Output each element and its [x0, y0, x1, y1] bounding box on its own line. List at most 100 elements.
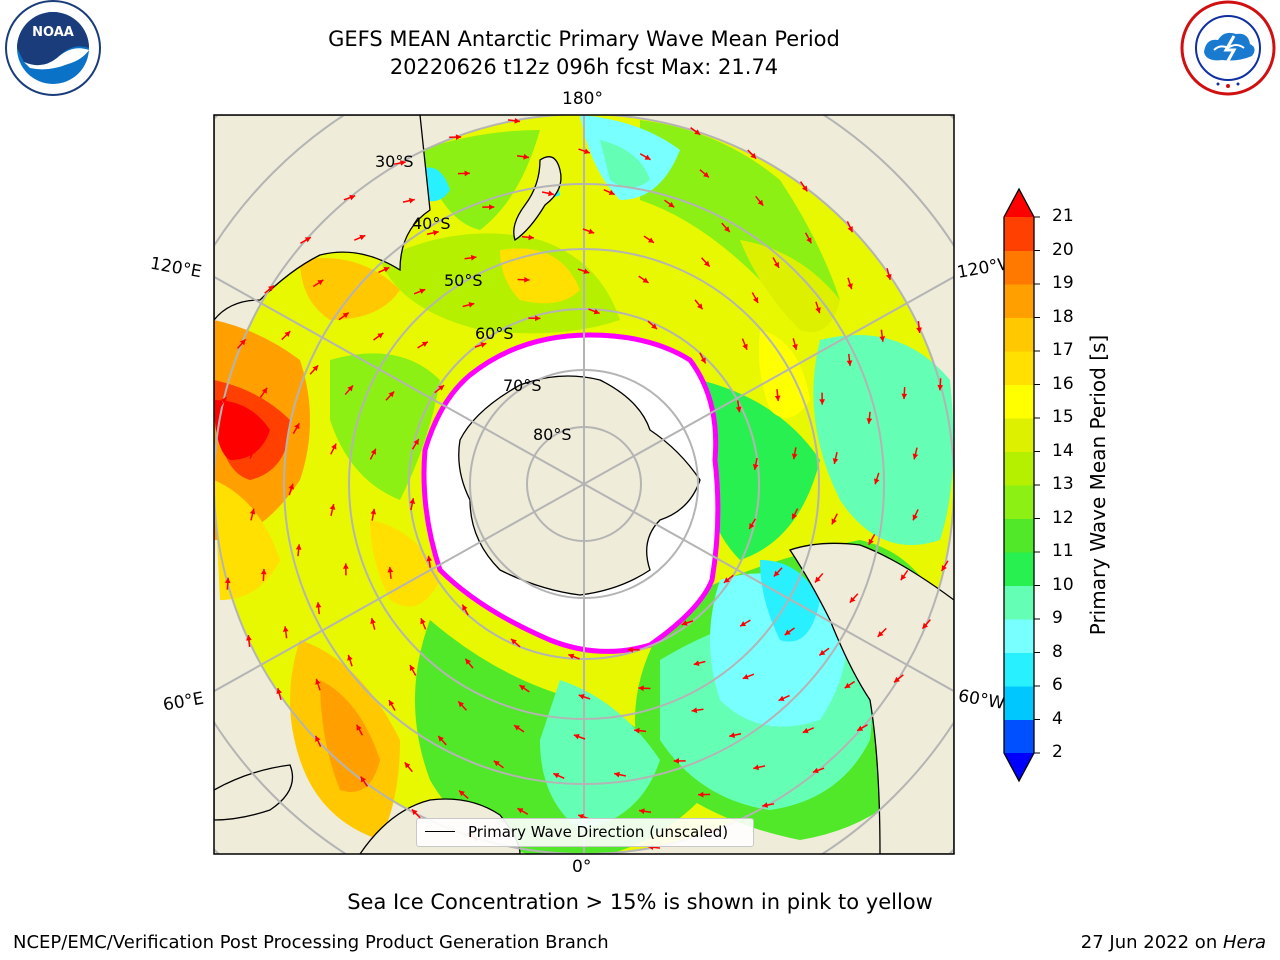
- wave-arrow-head: [432, 230, 439, 236]
- wave-arrow-head: [784, 629, 791, 635]
- lat-label-50s: 50°S: [444, 271, 483, 290]
- wave-arrow-head: [694, 129, 701, 135]
- wave-arrow-head: [753, 296, 759, 303]
- wave-arrow-head: [941, 564, 947, 571]
- colorbar-segment: [1004, 552, 1034, 586]
- colorbar-tick-label: 9: [1052, 608, 1063, 628]
- wave-arrow-head: [583, 268, 590, 274]
- colorbar-segment: [1004, 384, 1034, 419]
- colorbar-tick-label: 14: [1052, 440, 1074, 461]
- map-legend: Primary Wave Direction (unscaled): [416, 818, 754, 847]
- wave-arrow-head: [778, 695, 785, 701]
- wave-arrow-head: [912, 453, 919, 460]
- wave-arrow-head: [638, 685, 644, 692]
- chart-subtitle: 20220626 t12z 096h fcst Max: 21.74: [389, 55, 779, 79]
- wave-arrow-head: [519, 685, 526, 691]
- wave-arrow-head: [912, 514, 918, 521]
- wave-arrow-head: [723, 577, 730, 583]
- wave-arrow-head: [458, 790, 465, 797]
- wave-arrow-head: [329, 504, 336, 510]
- wave-arrow-head: [408, 197, 415, 204]
- lon-label-180: 180°: [562, 89, 603, 109]
- wave-arrow-head: [510, 638, 517, 645]
- colorbar-under-arrow: [1004, 753, 1034, 781]
- wave-arrow-head: [347, 385, 354, 392]
- wave-arrow-head: [524, 276, 530, 283]
- wave-arrow-head: [849, 596, 856, 603]
- wave-arrow-head: [627, 646, 633, 653]
- wave-arrow-head: [681, 620, 688, 626]
- wave-arrow-head: [295, 544, 302, 550]
- wave-arrow-head: [388, 391, 395, 398]
- colorbar: [1003, 187, 1040, 783]
- colorbar-segment: [1004, 418, 1034, 452]
- wave-arrow-head: [614, 771, 620, 778]
- wave-arrow-head: [802, 727, 809, 734]
- wave-arrow-head: [750, 152, 757, 159]
- wave-arrow-head: [250, 447, 256, 454]
- wave-arrow-head: [470, 254, 477, 261]
- wave-arrow-head: [400, 160, 406, 166]
- wave-arrow-head: [568, 653, 575, 660]
- wave-arrow-head: [548, 190, 554, 197]
- colorbar-segment: [1004, 284, 1034, 318]
- wave-arrow-head: [815, 307, 821, 314]
- map-frame: [213, 114, 955, 855]
- wave-arrow-head: [370, 448, 376, 455]
- wave-arrow-head: [342, 563, 349, 569]
- wave-arrow-head: [644, 154, 651, 160]
- wave-arrow-head: [249, 508, 256, 515]
- wave-arrow-head: [276, 688, 282, 695]
- wave-arrow-head: [493, 760, 500, 767]
- wave-arrow-head: [879, 336, 886, 342]
- wave-arrow-head: [901, 393, 908, 400]
- wave-arrow-head: [284, 331, 291, 337]
- wave-arrow-head: [791, 453, 798, 460]
- colorbar-segment: [1004, 652, 1034, 687]
- colorbar-tick-label: 21: [1052, 206, 1074, 226]
- wave-arrow-head: [697, 303, 703, 310]
- wave-arrow-head: [246, 635, 252, 641]
- colorbar-over-arrow: [1004, 189, 1034, 217]
- colorbar-segment: [1004, 686, 1034, 720]
- footer-date: 27 Jun 2022 on Hera: [1081, 932, 1266, 953]
- wave-arrow-head: [773, 570, 780, 577]
- lat-label-70s: 70°S: [503, 376, 542, 395]
- wave-arrow-head: [668, 201, 675, 208]
- australia-land: [214, 115, 431, 322]
- colorbar-segment: [1004, 585, 1034, 620]
- wave-arrow-head: [464, 170, 470, 177]
- wave-arrow-head: [419, 288, 426, 295]
- wave-arrow-head: [814, 576, 821, 583]
- nws-logo: [1180, 0, 1276, 96]
- wave-arrow-head: [866, 418, 873, 424]
- wave-arrow-head: [753, 764, 760, 771]
- wave-arrow-head: [762, 802, 768, 808]
- wave-arrow-head: [455, 134, 462, 141]
- wave-arrow-head: [724, 226, 730, 233]
- wave-arrow-head: [583, 148, 590, 154]
- wave-arrow-head: [634, 727, 640, 734]
- wave-arrow-head: [535, 315, 541, 322]
- wave-arrow-head: [773, 261, 779, 268]
- wave-arrow-head: [819, 399, 826, 405]
- wave-arrow-head: [801, 185, 808, 192]
- colorbar-tick-label: 13: [1052, 474, 1074, 494]
- wave-arrow-head: [462, 604, 468, 611]
- wave-arrow-head: [886, 273, 892, 280]
- chart-title: GEFS MEAN Antarctic Primary Wave Mean Pe…: [328, 27, 840, 51]
- wave-arrow-head: [648, 237, 654, 243]
- lat-label-60s: 60°S: [475, 324, 514, 343]
- wave-arrow-head: [846, 360, 853, 366]
- wave-arrow-head: [224, 577, 231, 584]
- wave-arrow-head: [349, 194, 356, 201]
- wave-arrow-head: [703, 260, 710, 267]
- colorbar-segment: [1004, 485, 1034, 519]
- colorbar-tick-label: 17: [1052, 340, 1074, 360]
- wave-arrow-head: [831, 518, 837, 525]
- wave-arrow-head: [608, 189, 615, 196]
- wave-arrow-head: [409, 665, 415, 672]
- wave-arrow-head: [651, 323, 658, 330]
- footer-date-text: 27 Jun 2022 on: [1080, 932, 1223, 953]
- sea-ice-caption: Sea Ice Concentration > 15% is shown in …: [347, 890, 933, 914]
